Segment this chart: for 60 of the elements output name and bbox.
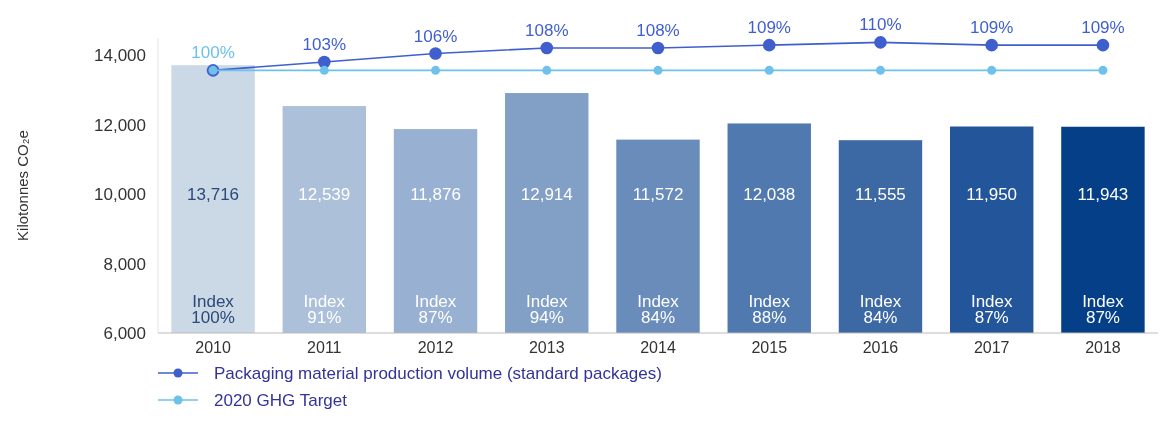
data-label: 103% bbox=[302, 34, 347, 54]
data-label: 11,555 bbox=[855, 185, 906, 205]
point bbox=[429, 47, 442, 60]
x-tick-label: 2018 bbox=[1085, 339, 1121, 356]
point bbox=[319, 65, 329, 75]
data-label: 108% bbox=[525, 20, 569, 40]
x-tick-label: 2016 bbox=[862, 339, 899, 356]
annotation: Index 87% bbox=[970, 292, 1013, 327]
data-label: 12,038 bbox=[743, 185, 796, 205]
point bbox=[651, 41, 665, 55]
x-tick-label: 2010 bbox=[195, 339, 231, 356]
annotation: Index 94% bbox=[525, 292, 569, 327]
x-tick-label: 2013 bbox=[528, 339, 565, 356]
point bbox=[540, 41, 554, 55]
point bbox=[542, 65, 552, 75]
data-label: 12,539 bbox=[298, 185, 351, 205]
annotation: Index 84% bbox=[637, 292, 680, 327]
y-tick-label: 12,000 bbox=[94, 115, 146, 135]
annotation: Index 100% bbox=[191, 292, 235, 327]
annotation: Index 87% bbox=[1082, 292, 1125, 327]
x-tick-label: 2011 bbox=[307, 339, 342, 356]
data-label: 109% bbox=[747, 18, 791, 38]
point bbox=[764, 65, 774, 75]
data-label: 12,914 bbox=[520, 185, 573, 205]
y-tick-label: 6,000 bbox=[103, 324, 146, 343]
point bbox=[1098, 65, 1108, 75]
data-label: 11,943 bbox=[1077, 185, 1129, 205]
data-label: 11,572 bbox=[632, 185, 684, 205]
y-tick-label: 8,000 bbox=[103, 254, 146, 274]
data-label: 108% bbox=[636, 20, 680, 40]
data-label: 100% bbox=[191, 43, 235, 63]
point bbox=[1096, 38, 1110, 52]
annotation: Index 91% bbox=[303, 292, 346, 327]
point bbox=[985, 38, 998, 52]
x-tick-label: 2014 bbox=[640, 339, 676, 356]
data-label: 13,716 bbox=[187, 185, 240, 205]
x-tick-label: 2015 bbox=[751, 339, 788, 356]
annotation: Index 88% bbox=[748, 292, 791, 327]
point bbox=[874, 36, 887, 49]
data-label: 109% bbox=[969, 18, 1014, 38]
y-axis-title: Kilotonnes CO₂e bbox=[14, 130, 31, 241]
y-tick-label: 10,000 bbox=[94, 185, 146, 205]
point bbox=[653, 65, 663, 75]
point bbox=[318, 55, 331, 69]
annotation: Index 87% bbox=[414, 292, 457, 327]
y-tick-label: 14,000 bbox=[94, 46, 146, 66]
data-label: 11,950 bbox=[966, 185, 1018, 205]
data-label: 106% bbox=[413, 26, 458, 46]
data-label: 11,876 bbox=[410, 185, 461, 205]
data-label: 109% bbox=[1081, 18, 1125, 38]
point bbox=[762, 38, 776, 52]
point bbox=[987, 65, 997, 75]
point bbox=[875, 65, 885, 75]
annotation: Index 84% bbox=[859, 292, 902, 327]
x-tick-label: 2012 bbox=[417, 339, 454, 356]
data-label: 110% bbox=[859, 15, 902, 35]
x-tick-label: 2017 bbox=[973, 339, 1010, 356]
point bbox=[431, 65, 441, 75]
legend-label: 2020 GHG Target bbox=[214, 391, 348, 410]
legend-label: Packaging material production volume (standard packages) bbox=[214, 364, 662, 383]
